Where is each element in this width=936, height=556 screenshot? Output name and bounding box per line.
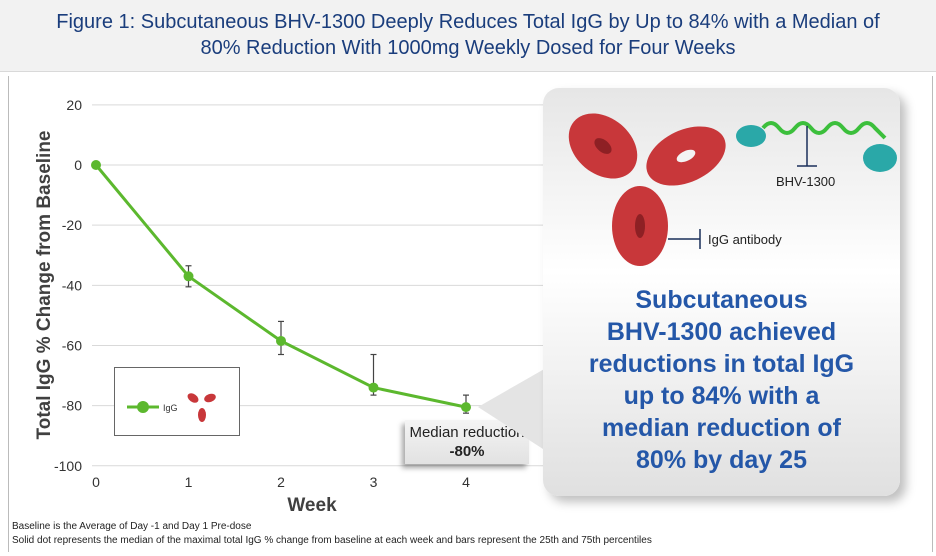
median-reduction-label: Median reduction -80% <box>405 420 529 464</box>
y-tick-label: 0 <box>74 157 82 173</box>
legend-label: IgG <box>163 403 178 413</box>
data-point <box>183 271 194 282</box>
data-point <box>368 382 379 393</box>
x-tick-label: 2 <box>277 474 285 490</box>
igg-icon <box>187 393 216 422</box>
data-point <box>276 335 286 346</box>
callout-line: median reduction of <box>602 414 841 442</box>
x-tick-label: 4 <box>462 474 470 490</box>
median-value: -80% <box>449 443 485 460</box>
bhv-1300-label: BHV-1300 <box>776 174 836 189</box>
y-tick-label: -80 <box>62 398 82 414</box>
callout-line: reductions in total IgG <box>588 350 855 378</box>
y-tick-label: -100 <box>54 458 82 474</box>
title-line-1: Figure 1: Subcutaneous BHV-1300 Deeply R… <box>56 11 880 33</box>
data-point <box>91 160 101 170</box>
median-label: Median reduction <box>409 424 525 441</box>
callout-line: 80% by day 25 <box>636 446 807 474</box>
igg-antibody-icon <box>568 113 726 266</box>
x-tick-label: 0 <box>92 474 100 490</box>
title-line-2: 80% Reduction With 1000mg Weekly Dosed f… <box>200 37 736 59</box>
y-tick-label: -20 <box>62 217 82 233</box>
y-tick-label: -40 <box>62 277 82 293</box>
footnote-method: Solid dot represents the median of the m… <box>12 535 652 546</box>
figure-title: Figure 1: Subcutaneous BHV-1300 Deeply R… <box>0 0 936 72</box>
callout-box: BHV-1300 IgG antibody Subcutaneous BHV-1… <box>543 88 900 496</box>
x-axis-label: Week <box>287 495 337 516</box>
legend: IgG <box>114 367 240 436</box>
callout-line: BHV-1300 achieved <box>606 318 837 346</box>
y-tick-label: -60 <box>62 337 82 353</box>
data-point <box>461 402 471 413</box>
x-tick-label: 1 <box>185 474 193 490</box>
figure-frame <box>8 76 933 552</box>
y-tick-label: 20 <box>66 97 82 113</box>
footnote-baseline: Baseline is the Average of Day -1 and Da… <box>12 521 252 532</box>
callout-message: Subcutaneous BHV-1300 achieved reduction… <box>543 284 900 476</box>
bhv-1300-icon <box>736 121 897 172</box>
igg-antibody-label: IgG antibody <box>708 232 782 247</box>
callout-line: up to 84% with a <box>623 382 820 410</box>
molecule-illustration <box>568 113 897 266</box>
x-tick-label: 3 <box>370 474 378 490</box>
legend-marker <box>137 401 149 413</box>
y-axis-label: Total IgG % Change from Baseline <box>34 131 55 440</box>
callout-line: Subcutaneous <box>635 286 808 314</box>
